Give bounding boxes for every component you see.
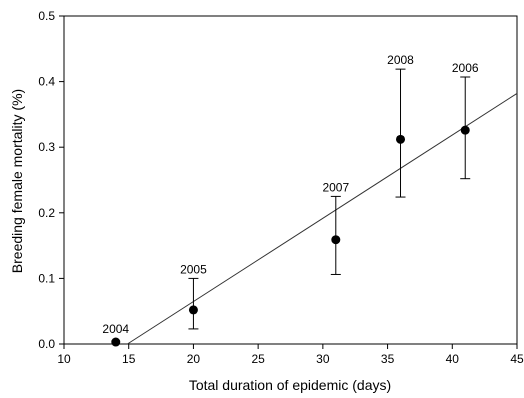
y-tick-label: 0.4 xyxy=(38,75,55,89)
data-point xyxy=(460,125,470,135)
point-year-label: 2008 xyxy=(387,53,414,67)
x-tick-label: 15 xyxy=(122,352,136,366)
point-year-label: 2007 xyxy=(322,180,349,194)
y-tick-label: 0.3 xyxy=(38,140,55,154)
x-tick-label: 10 xyxy=(57,352,71,366)
x-tick-label: 25 xyxy=(251,352,265,366)
y-axis-title: Breeding female mortality (%) xyxy=(9,89,25,273)
x-tick-label: 45 xyxy=(510,352,524,366)
point-year-label: 2004 xyxy=(102,322,129,336)
plot-area: 10 15 20 25 30 35 40 45 0.0 0.1 0.2 0.3 0.4 0.5 2004 20… xyxy=(38,9,524,366)
data-point xyxy=(188,305,198,315)
x-tick-label: 20 xyxy=(187,352,201,366)
data-point xyxy=(331,235,341,245)
x-axis-title: Total duration of epidemic (days) xyxy=(189,377,391,393)
plot-frame xyxy=(63,15,518,345)
y-tick-label: 0.1 xyxy=(38,271,55,285)
y-tick-label: 0.2 xyxy=(38,206,55,220)
point-year-label: 2005 xyxy=(180,262,207,276)
x-tick-label: 30 xyxy=(316,352,330,366)
y-tick-label: 0.5 xyxy=(38,9,55,23)
data-point xyxy=(111,337,121,347)
regression-line xyxy=(127,92,518,345)
point-year-label: 2006 xyxy=(452,61,479,75)
data-point xyxy=(396,134,406,144)
x-tick-label: 40 xyxy=(446,352,460,366)
x-tick-label: 35 xyxy=(381,352,395,366)
y-tick-label: 0.0 xyxy=(38,337,55,351)
